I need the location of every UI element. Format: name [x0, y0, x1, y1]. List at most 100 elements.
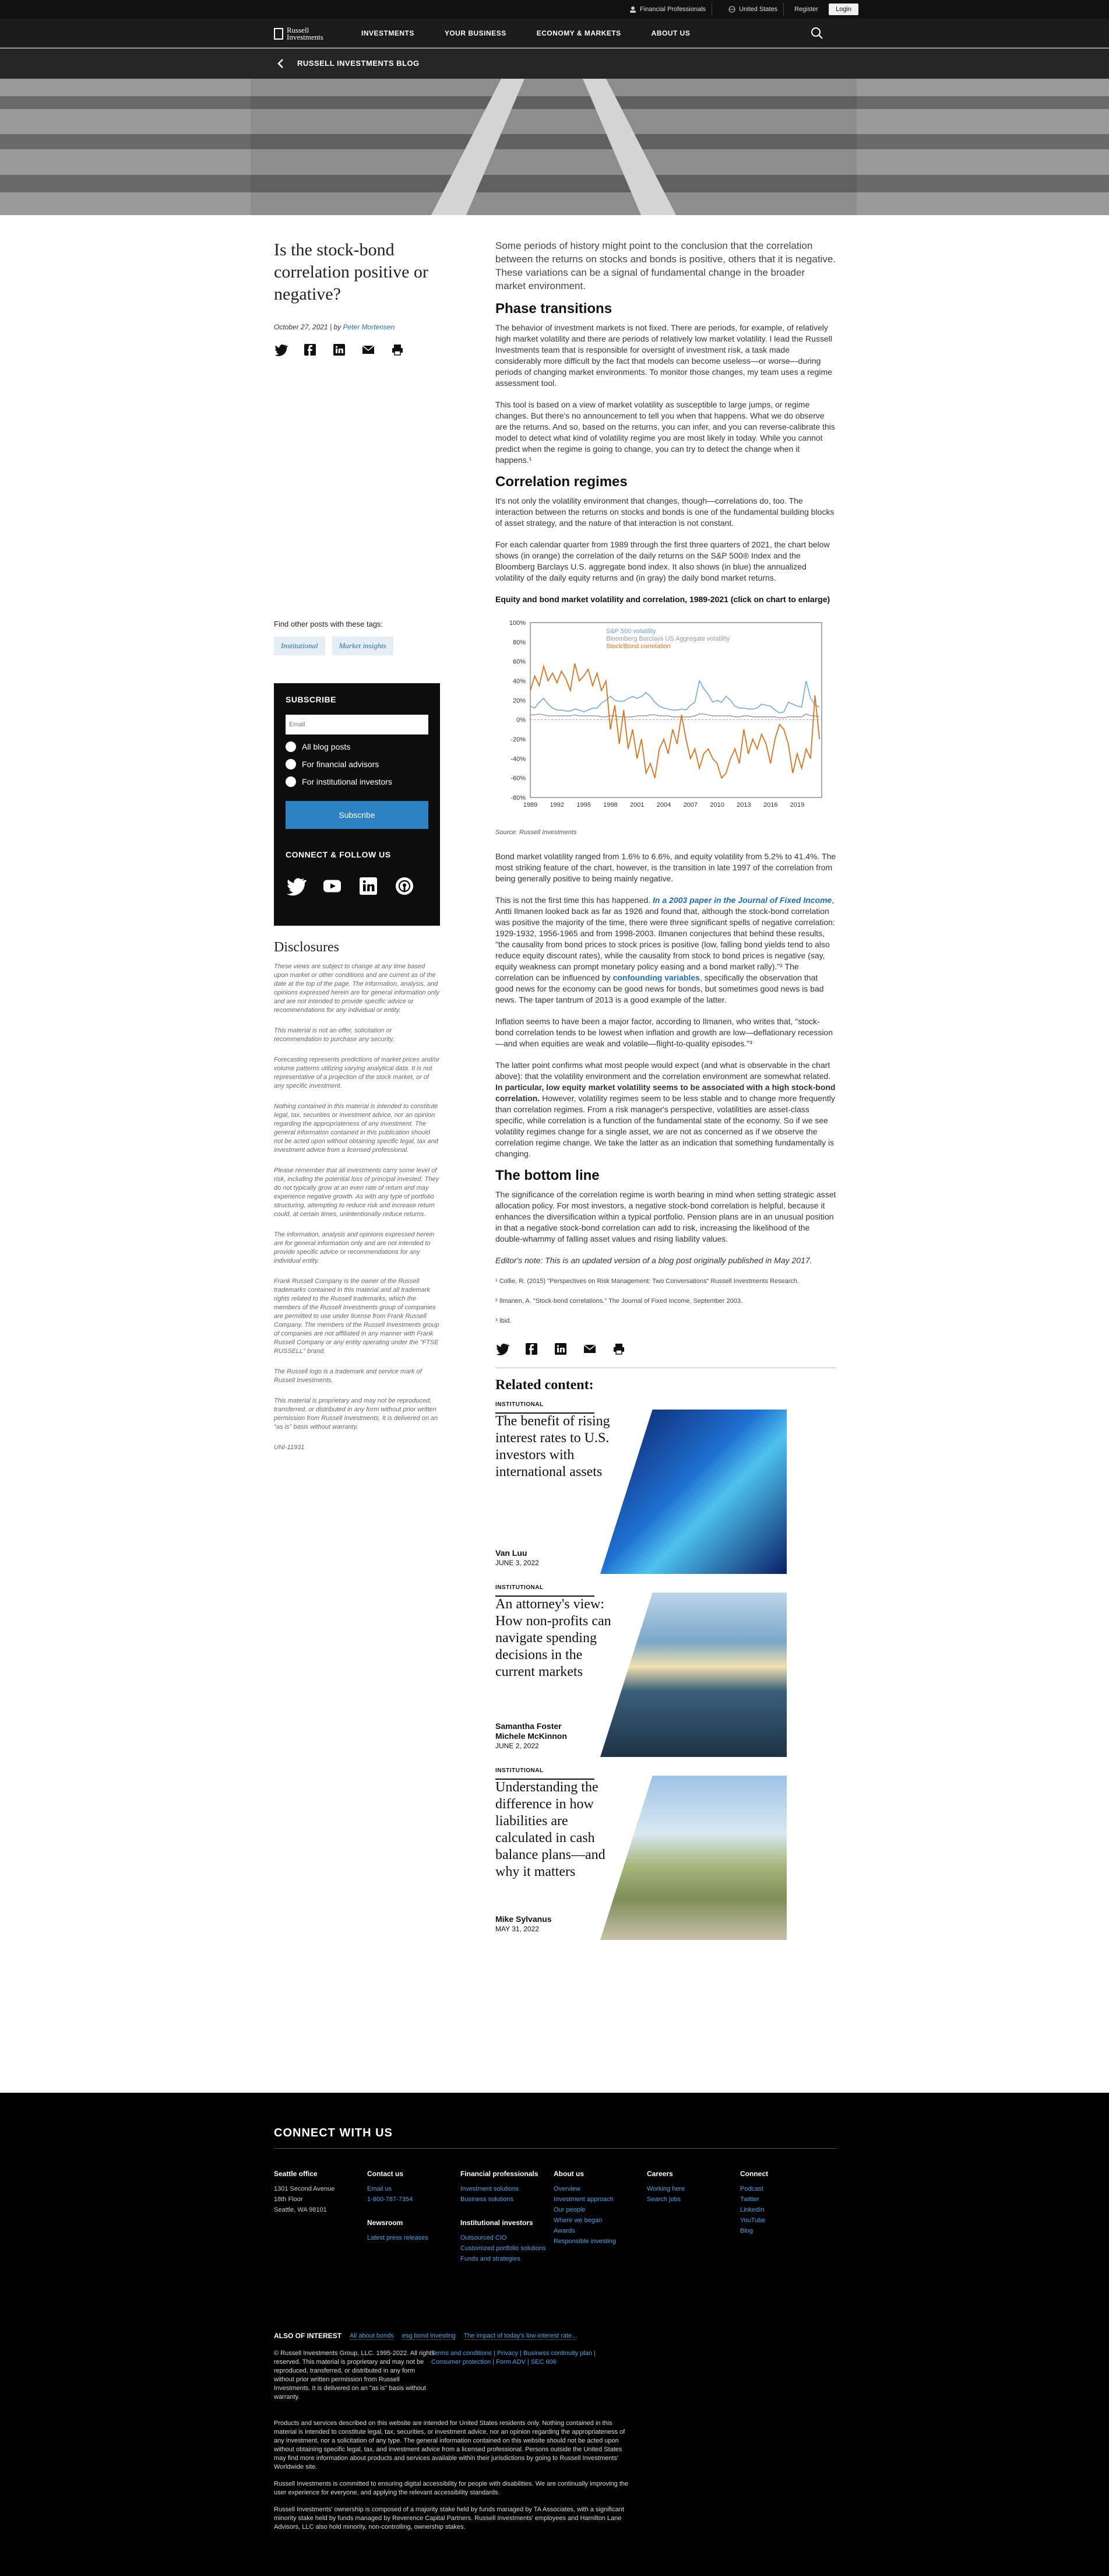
journal-link[interactable]: In a 2003 paper in the Journal of Fixed …	[653, 895, 832, 905]
facebook-icon[interactable]	[524, 1342, 538, 1356]
also-link[interactable]: All about bonds	[350, 2332, 394, 2340]
footer-link[interactable]: Working here	[647, 2185, 685, 2192]
logo-mark-icon	[274, 28, 283, 40]
blog-bar: RUSSELL INVESTMENTS BLOG	[0, 48, 1109, 79]
radio-button[interactable]	[286, 776, 296, 787]
email-icon[interactable]	[361, 343, 375, 357]
radio-all-posts[interactable]: All blog posts	[286, 741, 428, 752]
footer-link[interactable]: Outsourced CIO	[460, 2234, 507, 2241]
author-link[interactable]: Peter Mortensen	[343, 323, 395, 331]
footer-link[interactable]: Awards	[554, 2227, 575, 2234]
subscribe-button[interactable]: Subscribe	[286, 801, 428, 829]
footer-link[interactable]: Email us	[367, 2185, 392, 2192]
disclosure-text: Forecasting represents predictions of ma…	[274, 1056, 440, 1090]
also-link[interactable]: esg bond investing	[402, 2332, 456, 2340]
search-icon[interactable]	[810, 26, 824, 40]
footer-link[interactable]: 1-800-787-7354	[367, 2196, 413, 2203]
related-heading: Related content:	[495, 1377, 594, 1393]
nav-investments[interactable]: INVESTMENTS	[361, 29, 414, 37]
footer-link[interactable]: Latest press releases	[367, 2234, 428, 2241]
nav-your-business[interactable]: YOUR BUSINESS	[444, 29, 506, 37]
article-body: Some periods of history might point to t…	[495, 239, 836, 1948]
facebook-icon[interactable]	[303, 343, 317, 357]
related-title[interactable]: The benefit of rising interest rates to …	[495, 1414, 610, 1479]
radio-button[interactable]	[286, 759, 296, 769]
footer-link[interactable]: Search jobs	[647, 2196, 681, 2203]
chevron-left-icon[interactable]	[274, 57, 288, 71]
x-tick-label: 2019	[790, 802, 804, 809]
x-tick-label: 2013	[737, 802, 751, 809]
related-card[interactable]: INSTITUTIONAL Understanding the differen…	[495, 1765, 787, 1940]
print-icon[interactable]	[612, 1342, 626, 1356]
nav-economy-markets[interactable]: ECONOMY & MARKETS	[536, 29, 621, 37]
series-line-0	[530, 679, 820, 714]
footer-link[interactable]: Where we began	[554, 2217, 603, 2224]
twitter-icon[interactable]	[286, 876, 307, 897]
paragraph-latter: The latter point confirms what most peop…	[495, 1060, 836, 1159]
footer-link[interactable]: Our people	[554, 2206, 586, 2213]
login-button[interactable]: Login	[829, 3, 858, 15]
related-image[interactable]	[600, 1593, 787, 1757]
related-image[interactable]	[600, 1776, 787, 1940]
radio-label-institutional: For institutional investors	[302, 777, 392, 786]
email-field[interactable]	[286, 715, 428, 735]
related-title[interactable]: An attorney's view: How non-profits can …	[495, 1597, 611, 1679]
radio-financial-advisors[interactable]: For financial advisors	[286, 759, 428, 769]
radio-button-selected[interactable]	[286, 741, 296, 752]
footer-link[interactable]: Customized portfolio solutions	[460, 2245, 546, 2252]
confounding-variables-link[interactable]: confounding variables	[612, 973, 700, 982]
also-link[interactable]: The impact of today's low-interest rate.…	[463, 2332, 578, 2340]
author-name: Samantha Foster Michele McKinnon	[495, 1721, 567, 1741]
russell-logo[interactable]: Russell Investments	[274, 26, 323, 41]
twitter-icon[interactable]	[274, 343, 288, 357]
related-author: Samantha Foster Michele McKinnon JUNE 2, …	[495, 1721, 567, 1751]
legal-text: Products and services described on this …	[274, 2419, 629, 2540]
print-icon[interactable]	[390, 343, 404, 357]
footer-heading: CONNECT WITH US	[274, 2127, 393, 2139]
footer-link[interactable]: Responsible investing	[554, 2238, 617, 2245]
linkedin-icon[interactable]	[332, 343, 346, 357]
footer-link[interactable]: YouTube	[740, 2217, 766, 2224]
legal-links-line[interactable]: Consumer protection | Form ADV | SEC 606	[431, 2359, 557, 2366]
related-date: MAY 31, 2022	[495, 1925, 539, 1933]
blog-title[interactable]: RUSSELL INVESTMENTS BLOG	[297, 59, 420, 68]
footer-link[interactable]: Twitter	[740, 2196, 759, 2203]
related-title[interactable]: Understanding the difference in how liab…	[495, 1780, 605, 1879]
related-card[interactable]: INSTITUTIONAL The benefit of rising inte…	[495, 1399, 787, 1574]
related-image[interactable]	[600, 1410, 787, 1574]
nav-about-us[interactable]: ABOUT US	[651, 29, 691, 37]
footer-link[interactable]: Podcast	[740, 2185, 763, 2192]
register-link[interactable]: Register	[794, 6, 819, 13]
financial-professionals-link[interactable]: Financial Professionals	[624, 3, 713, 16]
article-meta: October 27, 2021 | by Peter Mortensen	[274, 323, 440, 331]
footer-link[interactable]: Investment approach	[554, 2196, 614, 2203]
footer-link[interactable]: Business solutions	[460, 2196, 514, 2203]
podcast-icon[interactable]	[394, 876, 415, 897]
twitter-icon[interactable]	[495, 1342, 509, 1356]
footer-link[interactable]: Blog	[740, 2227, 754, 2234]
youtube-icon[interactable]	[322, 876, 343, 897]
radio-institutional[interactable]: For institutional investors	[286, 776, 428, 787]
legend-entry: Stock/Bond correlation	[606, 643, 671, 650]
x-tick-label: 2016	[763, 802, 777, 809]
footer-link[interactable]: Investment solutions	[460, 2185, 519, 2192]
x-tick-label: 2007	[684, 802, 698, 809]
address-line: Seattle, WA 98101	[274, 2206, 327, 2213]
tag-market-insights[interactable]: Market insights	[332, 637, 393, 655]
related-card[interactable]: INSTITUTIONAL An attorney's view: How no…	[495, 1582, 787, 1757]
volatility-correlation-chart[interactable]: 100% 80% 60% 40% 20% 0% -20% -40% -60% -80%1989 19…	[495, 611, 836, 821]
linkedin-icon[interactable]	[358, 876, 379, 897]
footer-link[interactable]: LinkedIn	[740, 2206, 765, 2213]
related-tag: INSTITUTIONAL	[495, 1582, 594, 1597]
y-tick-label: 40%	[513, 678, 526, 685]
tag-institutional[interactable]: Institutional	[274, 637, 325, 655]
country-selector[interactable]: United States	[723, 3, 784, 16]
footer-link[interactable]: Overview	[554, 2185, 580, 2192]
linkedin-icon[interactable]	[554, 1342, 568, 1356]
email-icon[interactable]	[583, 1342, 597, 1356]
x-tick-label: 2001	[630, 802, 644, 809]
text: The latter point confirms what most peop…	[495, 1060, 831, 1081]
footer-link[interactable]: Funds and strategies	[460, 2255, 520, 2262]
legal-links-line[interactable]: Terms and conditions | Privacy | Busines…	[431, 2350, 596, 2357]
related-date: JUNE 2, 2022	[495, 1742, 539, 1750]
